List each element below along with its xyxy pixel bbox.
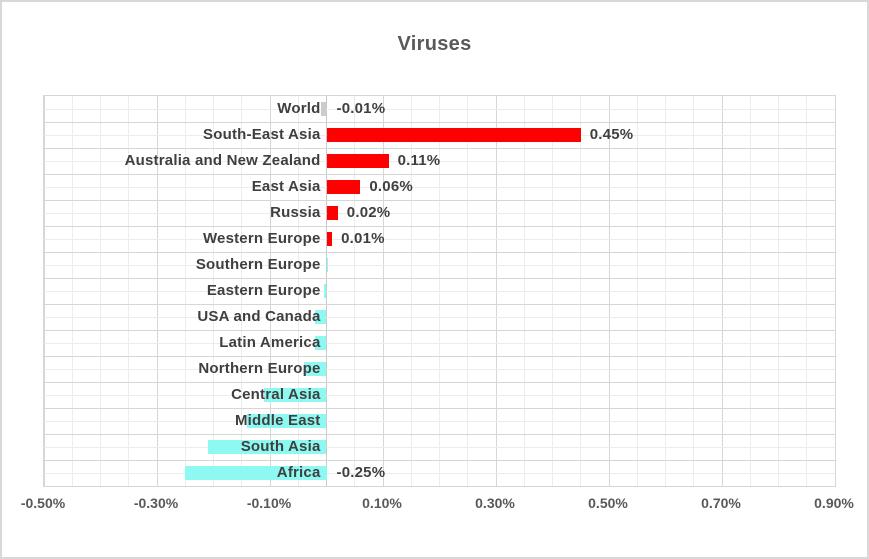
gridline-horizontal-minor (44, 394, 835, 396)
gridline-horizontal-minor (44, 238, 835, 240)
bar-world (320, 102, 327, 116)
x-axis-tick-label: 0.70% (701, 495, 741, 511)
bar-eastern-europe (323, 284, 327, 298)
gridline-horizontal-minor (44, 160, 835, 162)
bar-western-europe (326, 232, 333, 246)
category-label: Africa (276, 464, 321, 481)
category-label: USA and Canada (197, 308, 321, 325)
chart-title: Viruses (397, 33, 472, 55)
gridline-horizontal-major (44, 277, 835, 279)
x-axis-tick-label: -0.30% (133, 495, 179, 511)
category-label: Middle East (234, 412, 321, 429)
category-label: Western Europe (202, 230, 321, 247)
gridline-horizontal-major (44, 303, 835, 305)
x-axis-tick-label: 0.50% (588, 495, 628, 511)
bar-south-asia (207, 440, 327, 454)
value-label: 0.06% (369, 178, 413, 195)
gridline-horizontal-minor (44, 212, 835, 214)
gridline-horizontal-minor (44, 368, 835, 370)
x-axis-tick-label: 0.30% (475, 495, 515, 511)
category-label: Central Asia (231, 386, 321, 403)
value-label: -0.25% (336, 464, 386, 481)
gridline-horizontal-minor (44, 108, 835, 110)
bar-central-asia (264, 388, 327, 402)
bar-southern-europe (326, 258, 329, 272)
bar-usa-and-canada (315, 310, 327, 324)
category-label: East Asia (251, 178, 321, 195)
bar-east-asia (326, 180, 361, 194)
bar-australia-and-new-zealand (326, 154, 389, 168)
gridline-horizontal-major (44, 433, 835, 435)
value-label: -0.01% (336, 100, 386, 117)
category-label: Australia and New Zealand (124, 152, 321, 169)
category-label: World (277, 100, 321, 117)
bar-south-east-asia (326, 128, 581, 142)
gridline-horizontal-major (44, 225, 835, 227)
gridline-horizontal-major (44, 329, 835, 331)
gridline-horizontal-major (44, 173, 835, 175)
gridline-horizontal-major (44, 459, 835, 461)
x-axis-tick-label: 0.10% (362, 495, 402, 511)
gridline-horizontal-minor (44, 290, 835, 292)
gridline-horizontal-major (44, 121, 835, 123)
gridline-horizontal-major (44, 147, 835, 149)
x-axis-tick-label: -0.50% (20, 495, 66, 511)
category-label: South Asia (240, 438, 321, 455)
gridline-horizontal-major (44, 407, 835, 409)
gridline-horizontal-minor (44, 446, 835, 448)
gridline-horizontal-major (44, 355, 835, 357)
value-label: 0.02% (346, 204, 391, 221)
gridline-horizontal-minor (44, 420, 835, 422)
plot-area: World -0.01% South-East Asia 0.45% Australia… (43, 95, 836, 487)
bar-northern-europe (303, 362, 327, 376)
gridline-horizontal-major (44, 251, 835, 253)
gridline-horizontal-minor (44, 472, 835, 474)
bar-russia (326, 206, 338, 220)
category-label: Northern Europe (198, 360, 321, 377)
bar-africa (185, 466, 327, 480)
x-axis-tick-label: 0.90% (814, 495, 854, 511)
gridline-horizontal-minor (44, 264, 835, 266)
category-label: Russia (270, 204, 321, 221)
bar-middle-east (247, 414, 327, 428)
value-label: 0.01% (341, 230, 385, 247)
gridline-horizontal-major (44, 199, 835, 201)
gridline-horizontal-minor (44, 342, 835, 344)
gridline-horizontal-minor (44, 186, 835, 188)
category-label: Southern Europe (195, 256, 321, 273)
value-label: 0.45% (589, 126, 634, 143)
gridline-horizontal-major (44, 381, 835, 383)
bar-latin-america (315, 336, 327, 350)
category-label: South-East Asia (203, 126, 321, 143)
category-label: Eastern Europe (206, 282, 321, 299)
x-axis-tick-label: -0.10% (246, 495, 292, 511)
gridline-vertical-major (834, 96, 836, 486)
gridline-horizontal-minor (44, 316, 835, 318)
value-label: 0.11% (397, 152, 441, 169)
category-label: Latin America (219, 334, 321, 351)
